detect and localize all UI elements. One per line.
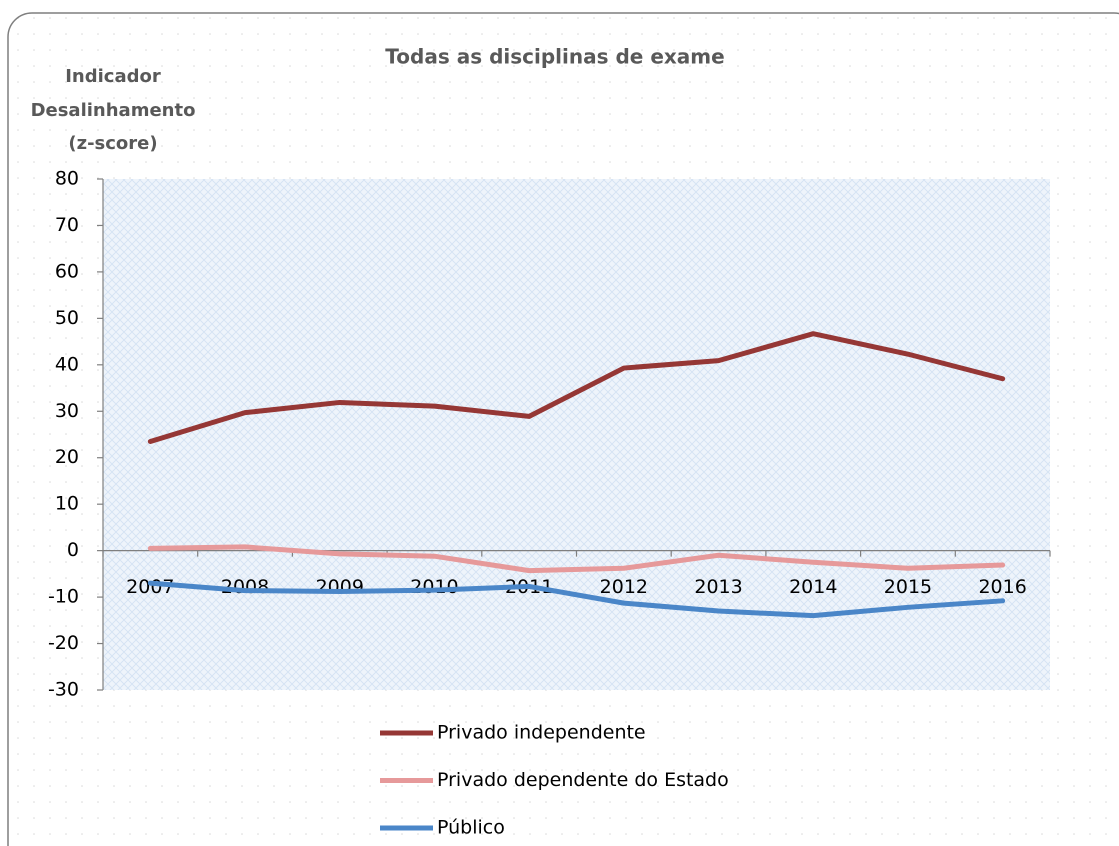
y-tick-label: 40 (55, 353, 79, 375)
x-tick-label: 2015 (884, 576, 932, 598)
x-tick-label: 2014 (789, 576, 837, 598)
y-tick-label: 0 (67, 539, 79, 561)
x-tick-label: 2009 (316, 576, 364, 598)
chart-title: Todas as disciplinas de exame (385, 45, 724, 69)
legend-label: Privado independente (437, 722, 646, 744)
y-tick-label: 30 (55, 400, 79, 422)
y-tick-label: 70 (55, 214, 79, 236)
y-tick-label: 10 (55, 493, 79, 515)
plot-area (103, 179, 1050, 690)
y-tick-label: 50 (55, 307, 79, 329)
x-tick-label: 2016 (978, 576, 1026, 598)
y-tick-label: 60 (55, 260, 79, 282)
legend-label: Público (437, 817, 505, 839)
y-tick-label: -20 (48, 632, 79, 654)
x-tick-label: 2012 (600, 576, 648, 598)
y-axis-title: Desalinhamento (31, 100, 196, 121)
y-tick-label: 20 (55, 446, 79, 468)
series-line (147, 331, 1006, 444)
y-tick-label: -10 (48, 586, 79, 608)
series-line (147, 580, 1006, 619)
series-line (147, 544, 1006, 574)
y-tick-label: -30 (48, 679, 79, 701)
legend-label: Privado dependente do Estado (437, 769, 729, 791)
x-tick-label: 2007 (126, 576, 174, 598)
x-tick-label: 2013 (694, 576, 742, 598)
y-axis-title: Indicador (65, 66, 161, 87)
y-axis-title: (z-score) (68, 133, 157, 154)
y-tick-label: 80 (55, 168, 79, 190)
